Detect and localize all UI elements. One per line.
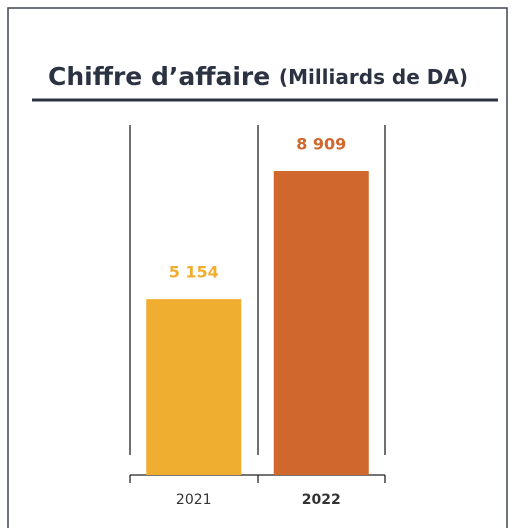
title-unit: (Milliards de DA) [279, 65, 468, 89]
x-tick-label: 2021 [176, 492, 212, 508]
chart-title: Chiffre d’affaire (Milliards de DA) [48, 62, 468, 91]
x-tick-label: 2022 [302, 492, 341, 508]
value-label: 5 154 [169, 263, 219, 282]
bar [146, 299, 242, 475]
bar [273, 171, 369, 475]
frame [7, 7, 508, 528]
title-main: Chiffre d’affaire [48, 62, 270, 91]
value-label: 8 909 [296, 135, 346, 154]
